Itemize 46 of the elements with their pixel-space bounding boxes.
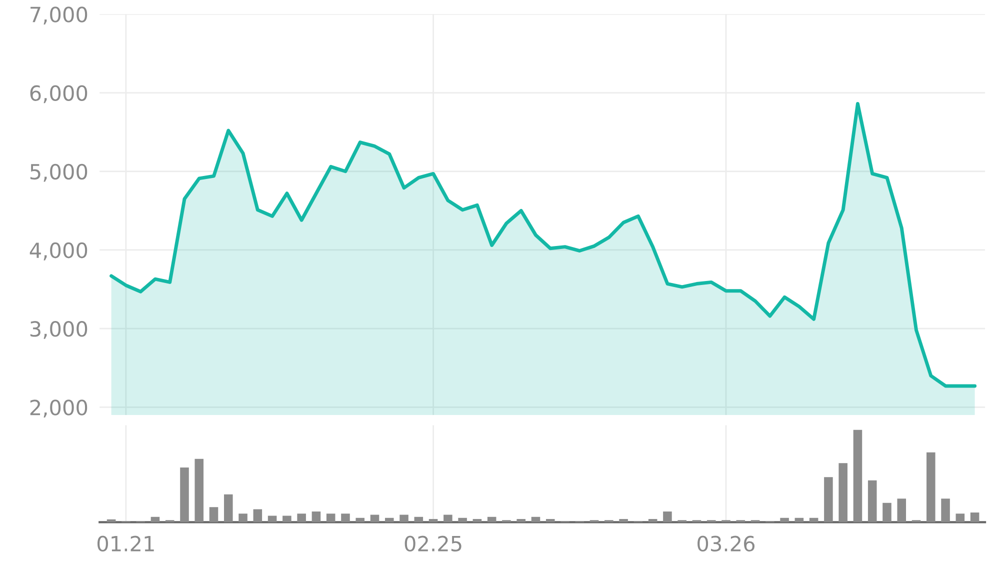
bar [282,516,292,522]
y-tick-label: 2,000 [30,400,88,418]
x-tick-label: 03.26 [698,536,755,552]
x-tick-label: 02.25 [404,536,462,552]
bar [384,518,394,522]
bar [824,477,833,522]
y-tick-label: 3,000 [30,321,88,339]
y-tick-label: 5,000 [30,164,88,182]
bar [531,516,540,522]
bar [400,514,408,522]
bar [926,452,936,522]
bar [546,518,555,522]
bar [370,514,380,522]
bar [341,514,350,522]
bar [780,518,789,522]
bar [224,494,233,522]
bar [956,514,965,522]
bar [194,458,204,522]
bar [444,514,452,522]
bar [268,516,277,522]
bar [150,516,160,522]
bar [868,480,877,522]
x-tick-label: 01.21 [97,536,154,552]
bar [897,498,906,522]
bar [180,467,189,522]
bar [663,511,672,522]
bar [487,516,496,522]
bar [326,514,336,522]
bar [356,518,364,522]
y-tick-label: 4,000 [30,242,88,260]
bar [516,518,526,522]
bar [312,511,321,522]
bar [414,516,424,522]
bar [209,507,218,522]
bar [853,430,862,522]
bar [619,518,628,522]
bar [253,509,262,522]
bar [238,514,248,522]
y-tick-label: 6,000 [30,85,88,104]
bar [458,518,467,522]
y-tick-label: 7,000 [30,6,88,25]
bar [970,512,980,522]
bar [297,514,306,522]
bar [882,502,892,522]
bar [941,498,950,522]
bar [838,463,848,522]
